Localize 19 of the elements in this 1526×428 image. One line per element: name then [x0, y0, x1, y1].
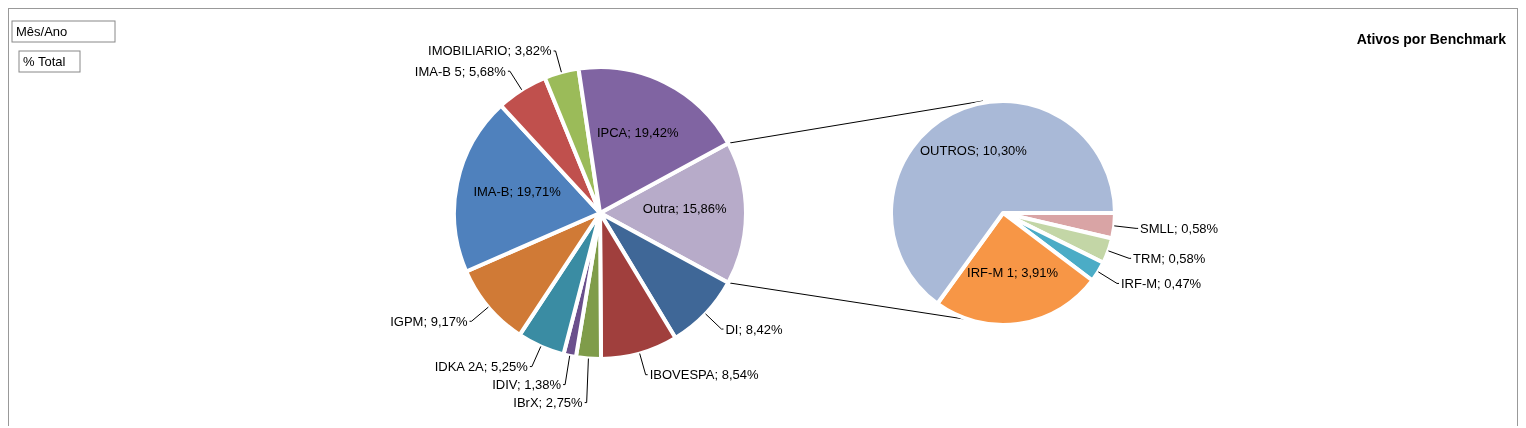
- slice-label: IDKA 2A; 5,25%: [434, 359, 529, 375]
- slice-label: IMOBILIARIO; 3,82%: [428, 43, 553, 59]
- slice-label: OUTROS; 10,30%: [919, 143, 1028, 159]
- slice-label: IDIV; 1,38%: [492, 377, 562, 393]
- slice-label: IMA-B 5; 5,68%: [414, 63, 507, 79]
- text: Mês/Ano: [16, 24, 68, 39]
- slice-label: SMLL; 0,58%: [1140, 220, 1219, 236]
- text: Ativos por Benchmark: [1356, 31, 1507, 47]
- slice-label: IRF-M 1; 3,91%: [967, 265, 1059, 281]
- slice-label: IPCA; 19,42%: [596, 125, 680, 141]
- slice-label: IGPM; 9,17%: [390, 313, 468, 329]
- text: % Total: [23, 54, 66, 69]
- slice-label: IBrX; 2,75%: [513, 395, 584, 411]
- slice-label: IBOVESPA; 8,54%: [649, 367, 759, 383]
- slice-label: IMA-B; 19,71%: [473, 183, 562, 199]
- slice-label: Outra; 15,86%: [642, 201, 728, 216]
- slice-label: DI; 8,42%: [725, 321, 783, 337]
- slice-label: TRM; 0,58%: [1133, 250, 1206, 266]
- slice-label: IRF-M; 0,47%: [1121, 275, 1202, 291]
